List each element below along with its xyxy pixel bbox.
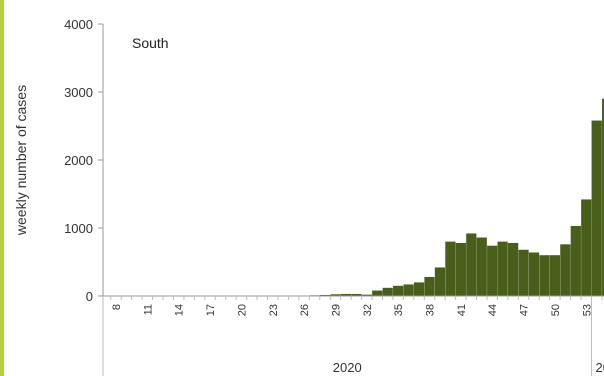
axes-group [102,24,604,297]
bar-week-49-41 [539,255,550,296]
bar-week-30-22 [340,293,352,296]
y-tick-label-3: 3000 [64,85,93,100]
bar-week-34-26 [382,287,393,296]
bars-group [142,98,604,296]
bar-week-38-30 [424,276,435,296]
x-tick-label-44: 44 [487,304,499,316]
x-ticks-group: 81114172023262932353841444750533 [102,296,603,376]
bar-week-52-44 [570,225,581,296]
bar-week-53-45 [581,199,592,296]
x-tick-label-20: 20 [236,304,248,316]
x-tick-label-23: 23 [268,304,280,316]
bar-week-44-36 [487,245,498,296]
year-labels-group: 2020 2021 [333,360,604,375]
bar-week-28-20 [319,294,331,296]
x-tick-label-50: 50 [550,304,562,316]
bar-week-45-37 [497,241,508,296]
bar-week-37-29 [413,282,425,296]
y-ticks-group: 0 1000 2000 3000 4000 [64,17,103,304]
y-tick-label-4: 4000 [64,17,93,32]
bar-week-51-43 [560,244,571,296]
year-label-2021: 2021 [595,360,604,375]
bar-week-41-33 [455,242,466,296]
x-tick-label-29: 29 [330,304,342,316]
year-label-2020: 2020 [333,360,362,375]
bar-week-47-39 [518,249,529,296]
bar-week-2-47 [602,98,604,296]
x-tick-label-8: 8 [111,304,123,310]
bar-week-35-27 [393,285,404,296]
x-tick-label-38: 38 [425,304,437,316]
x-tick-label-53: 53 [581,304,593,316]
x-tick-label-47: 47 [519,304,531,316]
panel-label: South [132,35,169,51]
x-tick-label-35: 35 [393,304,405,316]
x-tick-label-32: 32 [362,304,374,316]
bar-week-42-34 [466,233,477,296]
bar-week-36-28 [403,284,414,296]
left-accent-border [0,0,4,376]
y-axis-label: weekly number of cases [13,85,29,236]
x-tick-label-17: 17 [205,304,217,316]
bar-week-33-25 [372,290,383,296]
bar-week-46-38 [507,242,519,296]
bar-week-31-23 [351,293,362,296]
x-tick-label-41: 41 [456,304,468,316]
y-tick-label-1: 1000 [64,221,93,236]
bar-week-40-32 [445,241,456,296]
bar-week-39-31 [434,267,446,296]
x-tick-label-11: 11 [142,304,154,315]
bar-week-29-21 [330,294,341,296]
y-tick-label-2: 2000 [64,153,93,168]
y-tick-label-0: 0 [86,289,93,304]
bar-week-32-24 [361,294,372,296]
x-tick-label-26: 26 [299,304,311,316]
bar-week-1-46 [591,120,602,296]
x-tick-label-14: 14 [174,304,186,316]
bar-week-43-35 [476,237,487,296]
bar-week-48-40 [528,252,540,296]
bar-week-50-42 [549,255,561,296]
